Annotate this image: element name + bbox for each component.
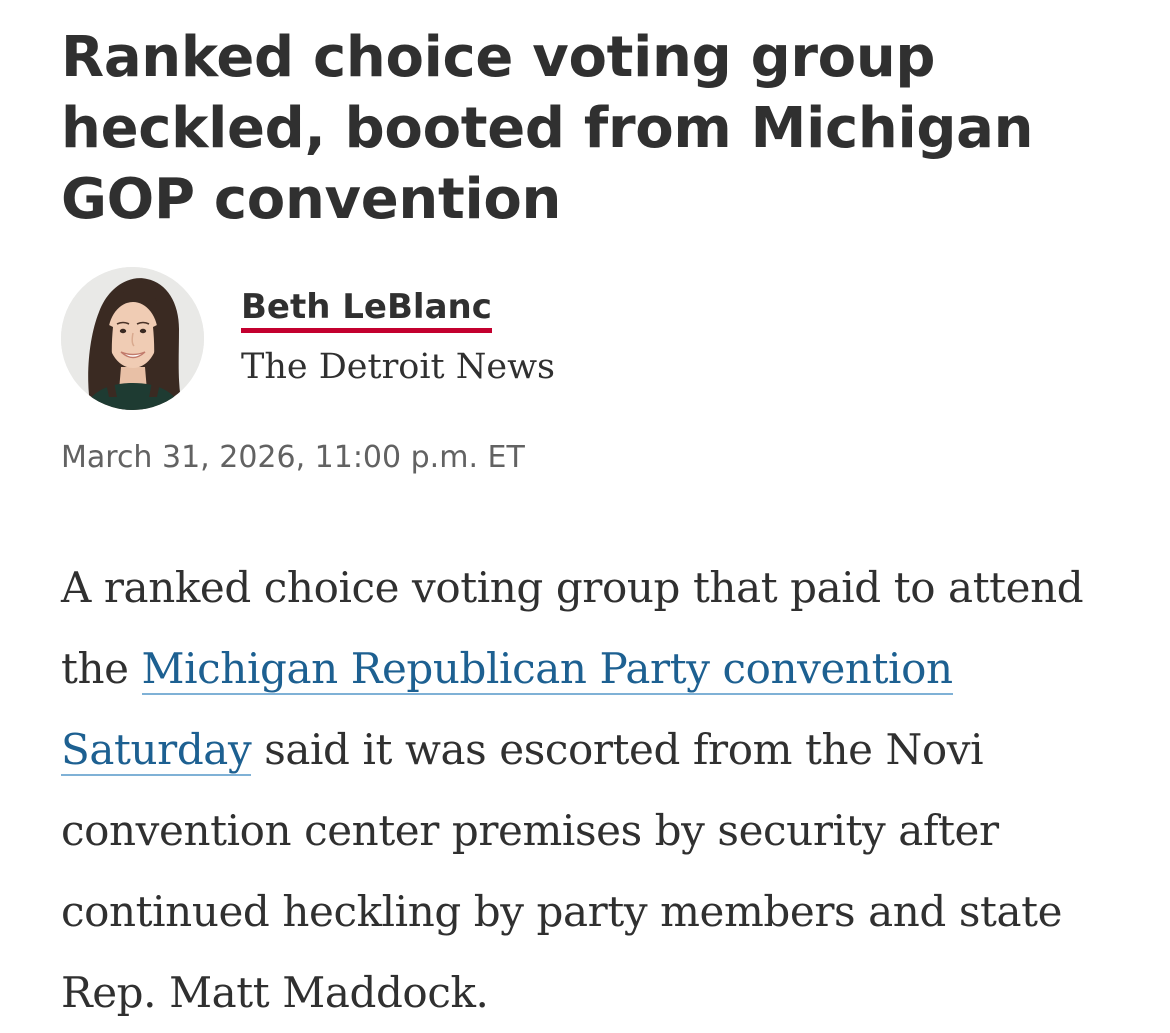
paragraph-text-end: said it was escorted from the Novi conve…	[61, 725, 1063, 1017]
publication-name: The Detroit News	[241, 347, 556, 387]
article: Ranked choice voting group heckled, boot…	[61, 0, 1121, 1017]
author-avatar[interactable]	[61, 267, 204, 410]
article-paragraph: A ranked choice voting group that paid t…	[61, 547, 1121, 1033]
author-portrait-icon	[61, 267, 204, 410]
author-name-link[interactable]: Beth LeBlanc	[241, 287, 492, 333]
byline: Beth LeBlanc The Detroit News	[61, 267, 761, 413]
paragraph-text-start: A ranked choice voting group that paid t…	[61, 563, 1084, 693]
author-info: Beth LeBlanc The Detroit News	[241, 287, 555, 389]
headline: Ranked choice voting group heckled, boot…	[61, 25, 1034, 232]
publish-date: March 31, 2026, 11:00 p.m. ET	[61, 440, 525, 475]
convention-link[interactable]: Michigan Republican Party convention Sat…	[61, 644, 953, 776]
